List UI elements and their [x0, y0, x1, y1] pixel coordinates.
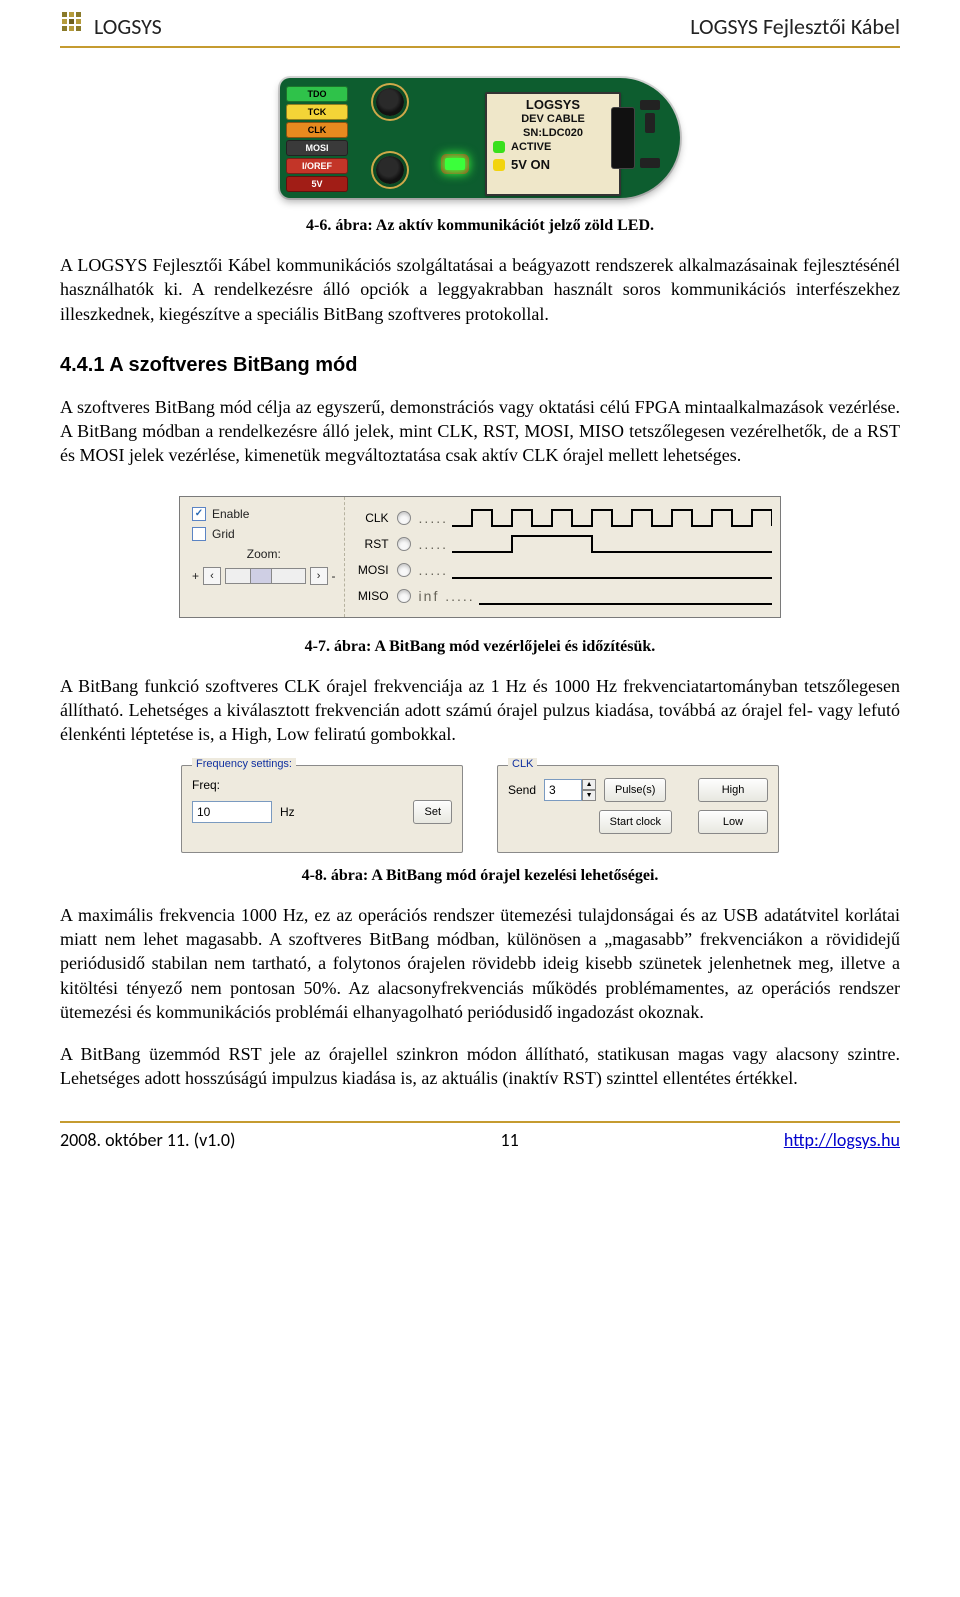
figure-4-6-pcb: TDO TCK CLK MOSI I/OREF 5V LOGSYS DEV CABLE S… — [280, 78, 680, 198]
smd-icon — [645, 113, 655, 133]
figure-4-7-caption: 4-7. ábra: A BitBang mód vezérlőjelei és… — [60, 638, 900, 656]
freq-label: Freq: — [192, 778, 220, 792]
pcb-pin-label: 5V — [286, 176, 348, 192]
footer-page-number: 11 — [501, 1129, 519, 1151]
paragraph: A BitBang üzemmód RST jele az órajellel … — [60, 1042, 900, 1091]
step-down-icon[interactable]: ▼ — [582, 790, 596, 801]
start-clock-button[interactable]: Start clock — [599, 810, 672, 834]
logsys-logo-icon — [60, 10, 86, 42]
paragraph: A szoftveres BitBang mód célja az egysze… — [60, 395, 900, 468]
figure-4-8-caption: 4-8. ábra: A BitBang mód órajel kezelési… — [60, 867, 900, 885]
signal-led-icon — [397, 589, 411, 603]
frequency-settings-panel: Frequency settings: Freq: Hz Set — [181, 765, 463, 853]
pcb-label-brand: LOGSYS — [493, 98, 613, 112]
signal-label: MOSI — [345, 563, 397, 577]
page-header: LOGSYS LOGSYS Fejlesztői Kábel — [60, 0, 900, 48]
smd-icon — [640, 100, 660, 110]
signal-label: CLK — [345, 511, 397, 525]
header-left: LOGSYS — [94, 13, 162, 40]
pcb-pin-label: I/OREF — [286, 158, 348, 174]
dots-icon: ..... — [419, 536, 448, 552]
waveform-rst — [452, 532, 772, 556]
waveform-miso — [479, 584, 772, 608]
high-button[interactable]: High — [698, 778, 768, 802]
header-right: LOGSYS Fejlesztői Kábel — [690, 13, 900, 40]
freq-unit: Hz — [280, 805, 295, 819]
grid-checkbox[interactable]: Grid — [192, 527, 336, 541]
active-indicator-icon — [493, 141, 505, 153]
checkbox-label: Enable — [212, 507, 249, 521]
pcb-label-line: 5V ON — [511, 158, 550, 172]
footer-link[interactable]: http://logsys.hu — [784, 1129, 900, 1151]
waveform-mosi — [452, 558, 772, 582]
paragraph: A BitBang funkció szoftveres CLK órajel … — [60, 674, 900, 747]
5v-indicator-icon — [493, 159, 505, 171]
zoom-left-button[interactable]: ‹ — [203, 567, 221, 585]
signal-label: RST — [345, 537, 397, 551]
dots-icon: inf ..... — [419, 588, 475, 604]
pcb-pin-label: TCK — [286, 104, 348, 120]
slider-thumb-icon — [250, 569, 272, 583]
ic-chip-icon — [612, 108, 634, 168]
signal-led-icon — [397, 563, 411, 577]
waveform-clk — [452, 506, 772, 530]
section-4-4-1-heading: 4.4.1 A szoftveres BitBang mód — [60, 354, 900, 377]
active-led-icon — [445, 158, 465, 170]
zoom-plus-label: + — [192, 569, 199, 583]
timing-row: MOSI..... — [345, 557, 772, 583]
panel-legend: Frequency settings: — [192, 758, 296, 770]
zoom-minus-label: - — [332, 569, 336, 583]
signal-led-icon — [397, 537, 411, 551]
checkbox-label: Grid — [212, 527, 235, 541]
pcb-pin-label: TDO — [286, 86, 348, 102]
pcb-hole-icon — [376, 156, 404, 184]
timing-row: MISO inf ..... — [345, 583, 772, 609]
timing-row: RST..... — [345, 531, 772, 557]
panel-legend: CLK — [508, 758, 537, 770]
zoom-slider[interactable] — [225, 568, 306, 584]
dots-icon: ..... — [419, 510, 448, 526]
timing-controls: Enable Grid Zoom: + ‹ › - — [180, 497, 345, 617]
page-footer: 2008. október 11. (v1.0) 11 http://logsy… — [60, 1121, 900, 1161]
figure-4-6-caption: 4-6. ábra: Az aktív kommunikációt jelző … — [60, 217, 900, 235]
pcb-label: LOGSYS DEV CABLE SN:LDC020 ACTIVE 5V ON — [485, 92, 621, 196]
pcb-label-line: DEV CABLE — [493, 112, 613, 126]
send-count-input[interactable] — [544, 779, 582, 801]
checkbox-icon — [192, 507, 206, 521]
footer-date: 2008. október 11. (v1.0) — [60, 1129, 236, 1151]
pulses-button[interactable]: Pulse(s) — [604, 778, 666, 802]
freq-input[interactable] — [192, 801, 272, 823]
pcb-label-line: ACTIVE — [511, 140, 551, 154]
paragraph: A maximális frekvencia 1000 Hz, ez az op… — [60, 903, 900, 1024]
pcb-hole-icon — [376, 88, 404, 116]
pcb-label-line: SN:LDC020 — [493, 126, 613, 140]
set-button[interactable]: Set — [413, 800, 452, 824]
smd-icon — [640, 158, 660, 168]
clk-panel: CLK Send ▲▼ Pulse(s) High Start clock Lo… — [497, 765, 779, 853]
checkbox-icon — [192, 527, 206, 541]
zoom-right-button[interactable]: › — [310, 567, 328, 585]
pcb-pin-label: MOSI — [286, 140, 348, 156]
low-button[interactable]: Low — [698, 810, 768, 834]
enable-checkbox[interactable]: Enable — [192, 507, 336, 521]
timing-row: CLK..... — [345, 505, 772, 531]
signal-label: MISO — [345, 589, 397, 603]
paragraph: A LOGSYS Fejlesztői Kábel kommunikációs … — [60, 253, 900, 326]
send-count-stepper[interactable]: ▲▼ — [544, 779, 596, 801]
figure-4-8-panels: Frequency settings: Freq: Hz Set CLK Sen… — [60, 765, 900, 853]
signal-led-icon — [397, 511, 411, 525]
dots-icon: ..... — [419, 562, 448, 578]
send-label: Send — [508, 783, 536, 797]
pcb-pin-label: CLK — [286, 122, 348, 138]
figure-4-7-timing-panel: Enable Grid Zoom: + ‹ › - CLK.....RST...… — [179, 496, 781, 618]
zoom-label: Zoom: — [192, 547, 336, 561]
step-up-icon[interactable]: ▲ — [582, 779, 596, 790]
